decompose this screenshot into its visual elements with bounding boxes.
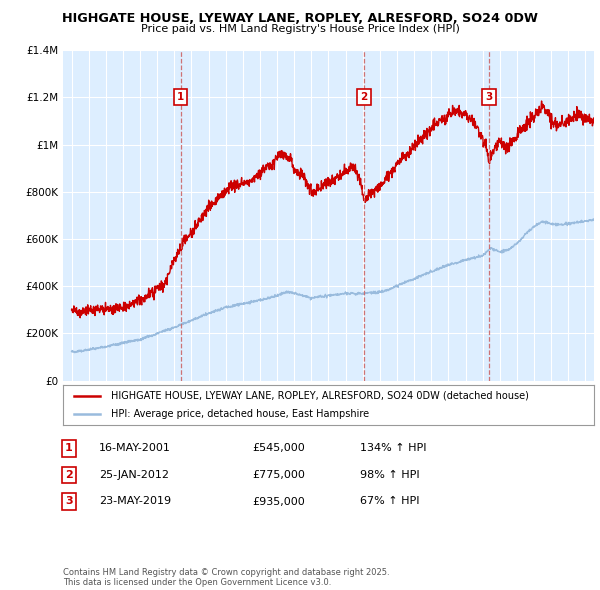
Text: 2: 2 (65, 470, 73, 480)
Text: 16-MAY-2001: 16-MAY-2001 (99, 444, 171, 453)
Text: £545,000: £545,000 (252, 444, 305, 453)
Text: 1: 1 (177, 93, 184, 102)
Text: £935,000: £935,000 (252, 497, 305, 506)
Text: 1: 1 (65, 444, 73, 453)
Text: 3: 3 (485, 93, 493, 102)
Text: 2: 2 (361, 93, 368, 102)
Text: HIGHGATE HOUSE, LYEWAY LANE, ROPLEY, ALRESFORD, SO24 0DW: HIGHGATE HOUSE, LYEWAY LANE, ROPLEY, ALR… (62, 12, 538, 25)
Text: HPI: Average price, detached house, East Hampshire: HPI: Average price, detached house, East… (111, 409, 369, 419)
Text: 98% ↑ HPI: 98% ↑ HPI (360, 470, 419, 480)
Text: £775,000: £775,000 (252, 470, 305, 480)
Text: 3: 3 (65, 497, 73, 506)
Text: HIGHGATE HOUSE, LYEWAY LANE, ROPLEY, ALRESFORD, SO24 0DW (detached house): HIGHGATE HOUSE, LYEWAY LANE, ROPLEY, ALR… (111, 391, 529, 401)
Text: 25-JAN-2012: 25-JAN-2012 (99, 470, 169, 480)
Text: 23-MAY-2019: 23-MAY-2019 (99, 497, 171, 506)
Text: 67% ↑ HPI: 67% ↑ HPI (360, 497, 419, 506)
Text: Price paid vs. HM Land Registry's House Price Index (HPI): Price paid vs. HM Land Registry's House … (140, 24, 460, 34)
Text: Contains HM Land Registry data © Crown copyright and database right 2025.
This d: Contains HM Land Registry data © Crown c… (63, 568, 389, 587)
Text: 134% ↑ HPI: 134% ↑ HPI (360, 444, 427, 453)
